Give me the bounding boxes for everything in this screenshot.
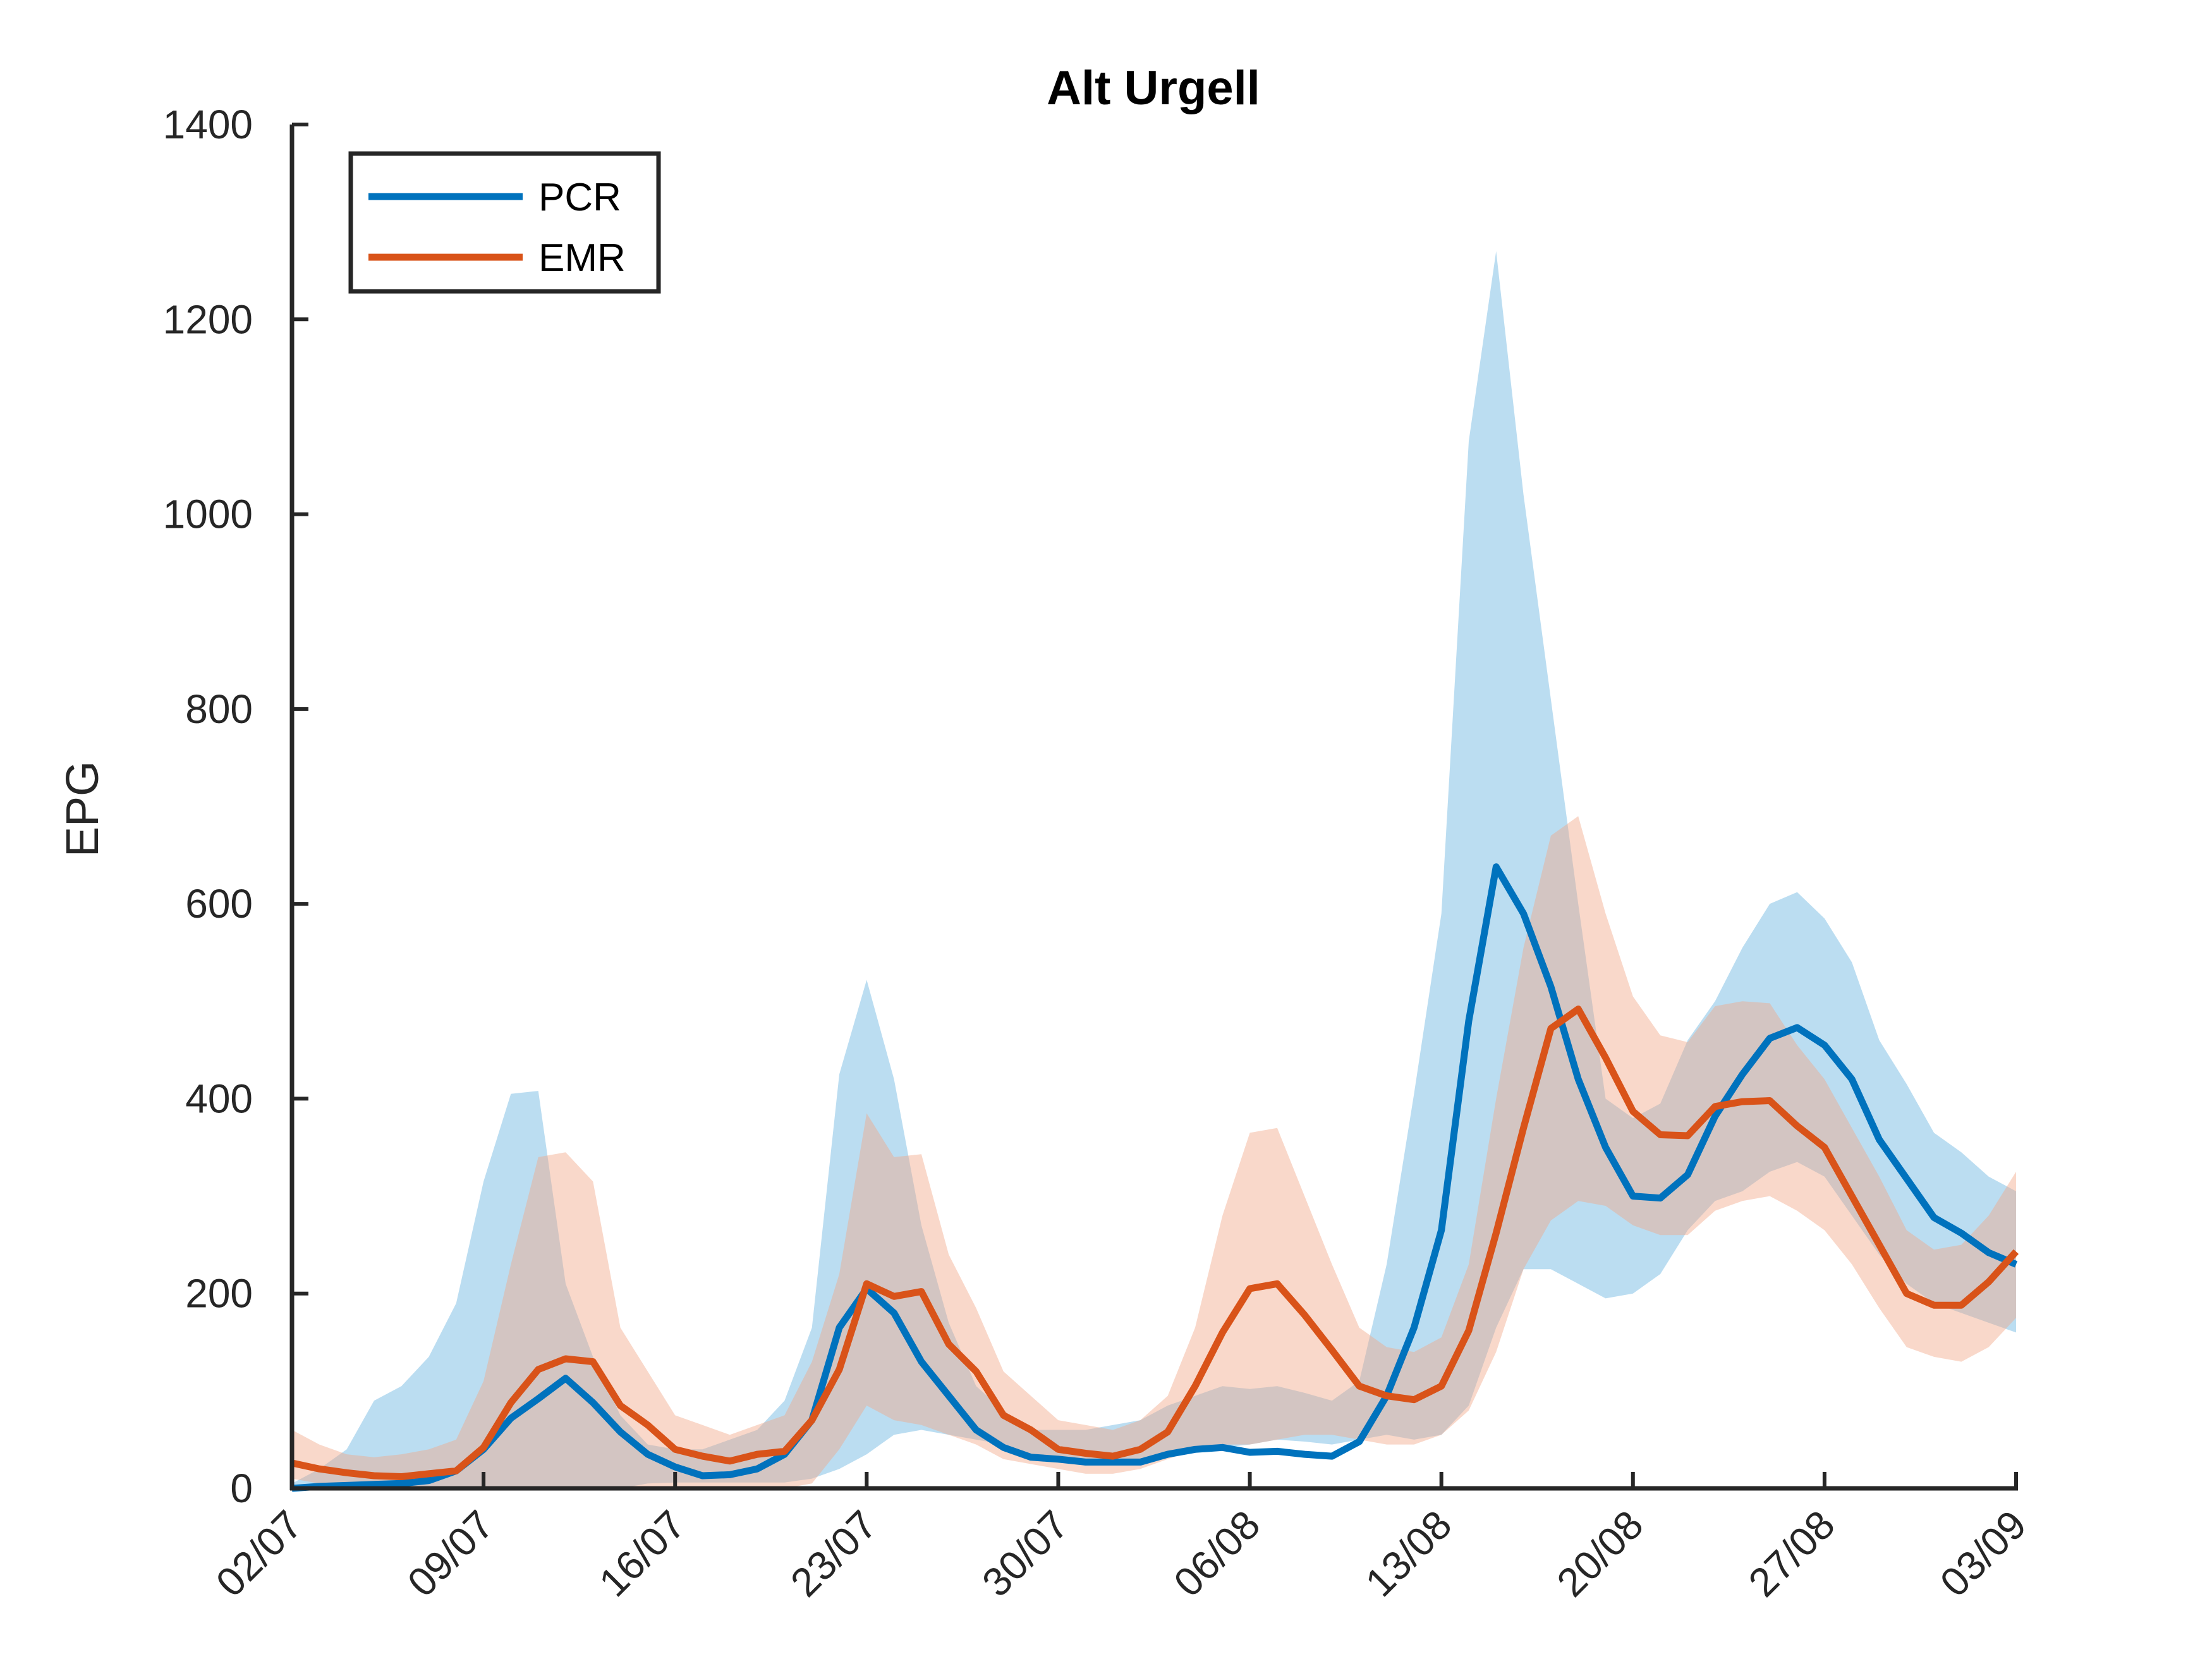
pcr-confidence-band <box>292 251 2016 1488</box>
chart-title: Alt Urgell <box>1047 61 1260 115</box>
legend-box <box>348 151 661 294</box>
emr-series-line <box>291 1006 2019 1480</box>
series-lines <box>291 863 2019 1492</box>
legend: PCR EMR <box>348 151 661 294</box>
y-tick-label: 600 <box>185 881 253 927</box>
y-tick-label: 800 <box>185 686 253 732</box>
y-axis-label: EPG <box>58 761 108 857</box>
emr-legend-label: EMR <box>538 236 626 280</box>
y-tick-label: 400 <box>185 1076 253 1121</box>
pcr-series-line <box>291 863 2018 1492</box>
y-tick-label: 1400 <box>163 102 253 147</box>
y-tick-label: 0 <box>230 1466 253 1511</box>
y-tick-label: 200 <box>185 1271 253 1316</box>
y-tick-label: 1000 <box>163 492 253 537</box>
y-tick-label: 1200 <box>163 296 253 342</box>
emr-confidence-band <box>292 816 2016 1488</box>
pcr-legend-label: PCR <box>538 176 621 219</box>
confidence-bands <box>292 251 2016 1488</box>
